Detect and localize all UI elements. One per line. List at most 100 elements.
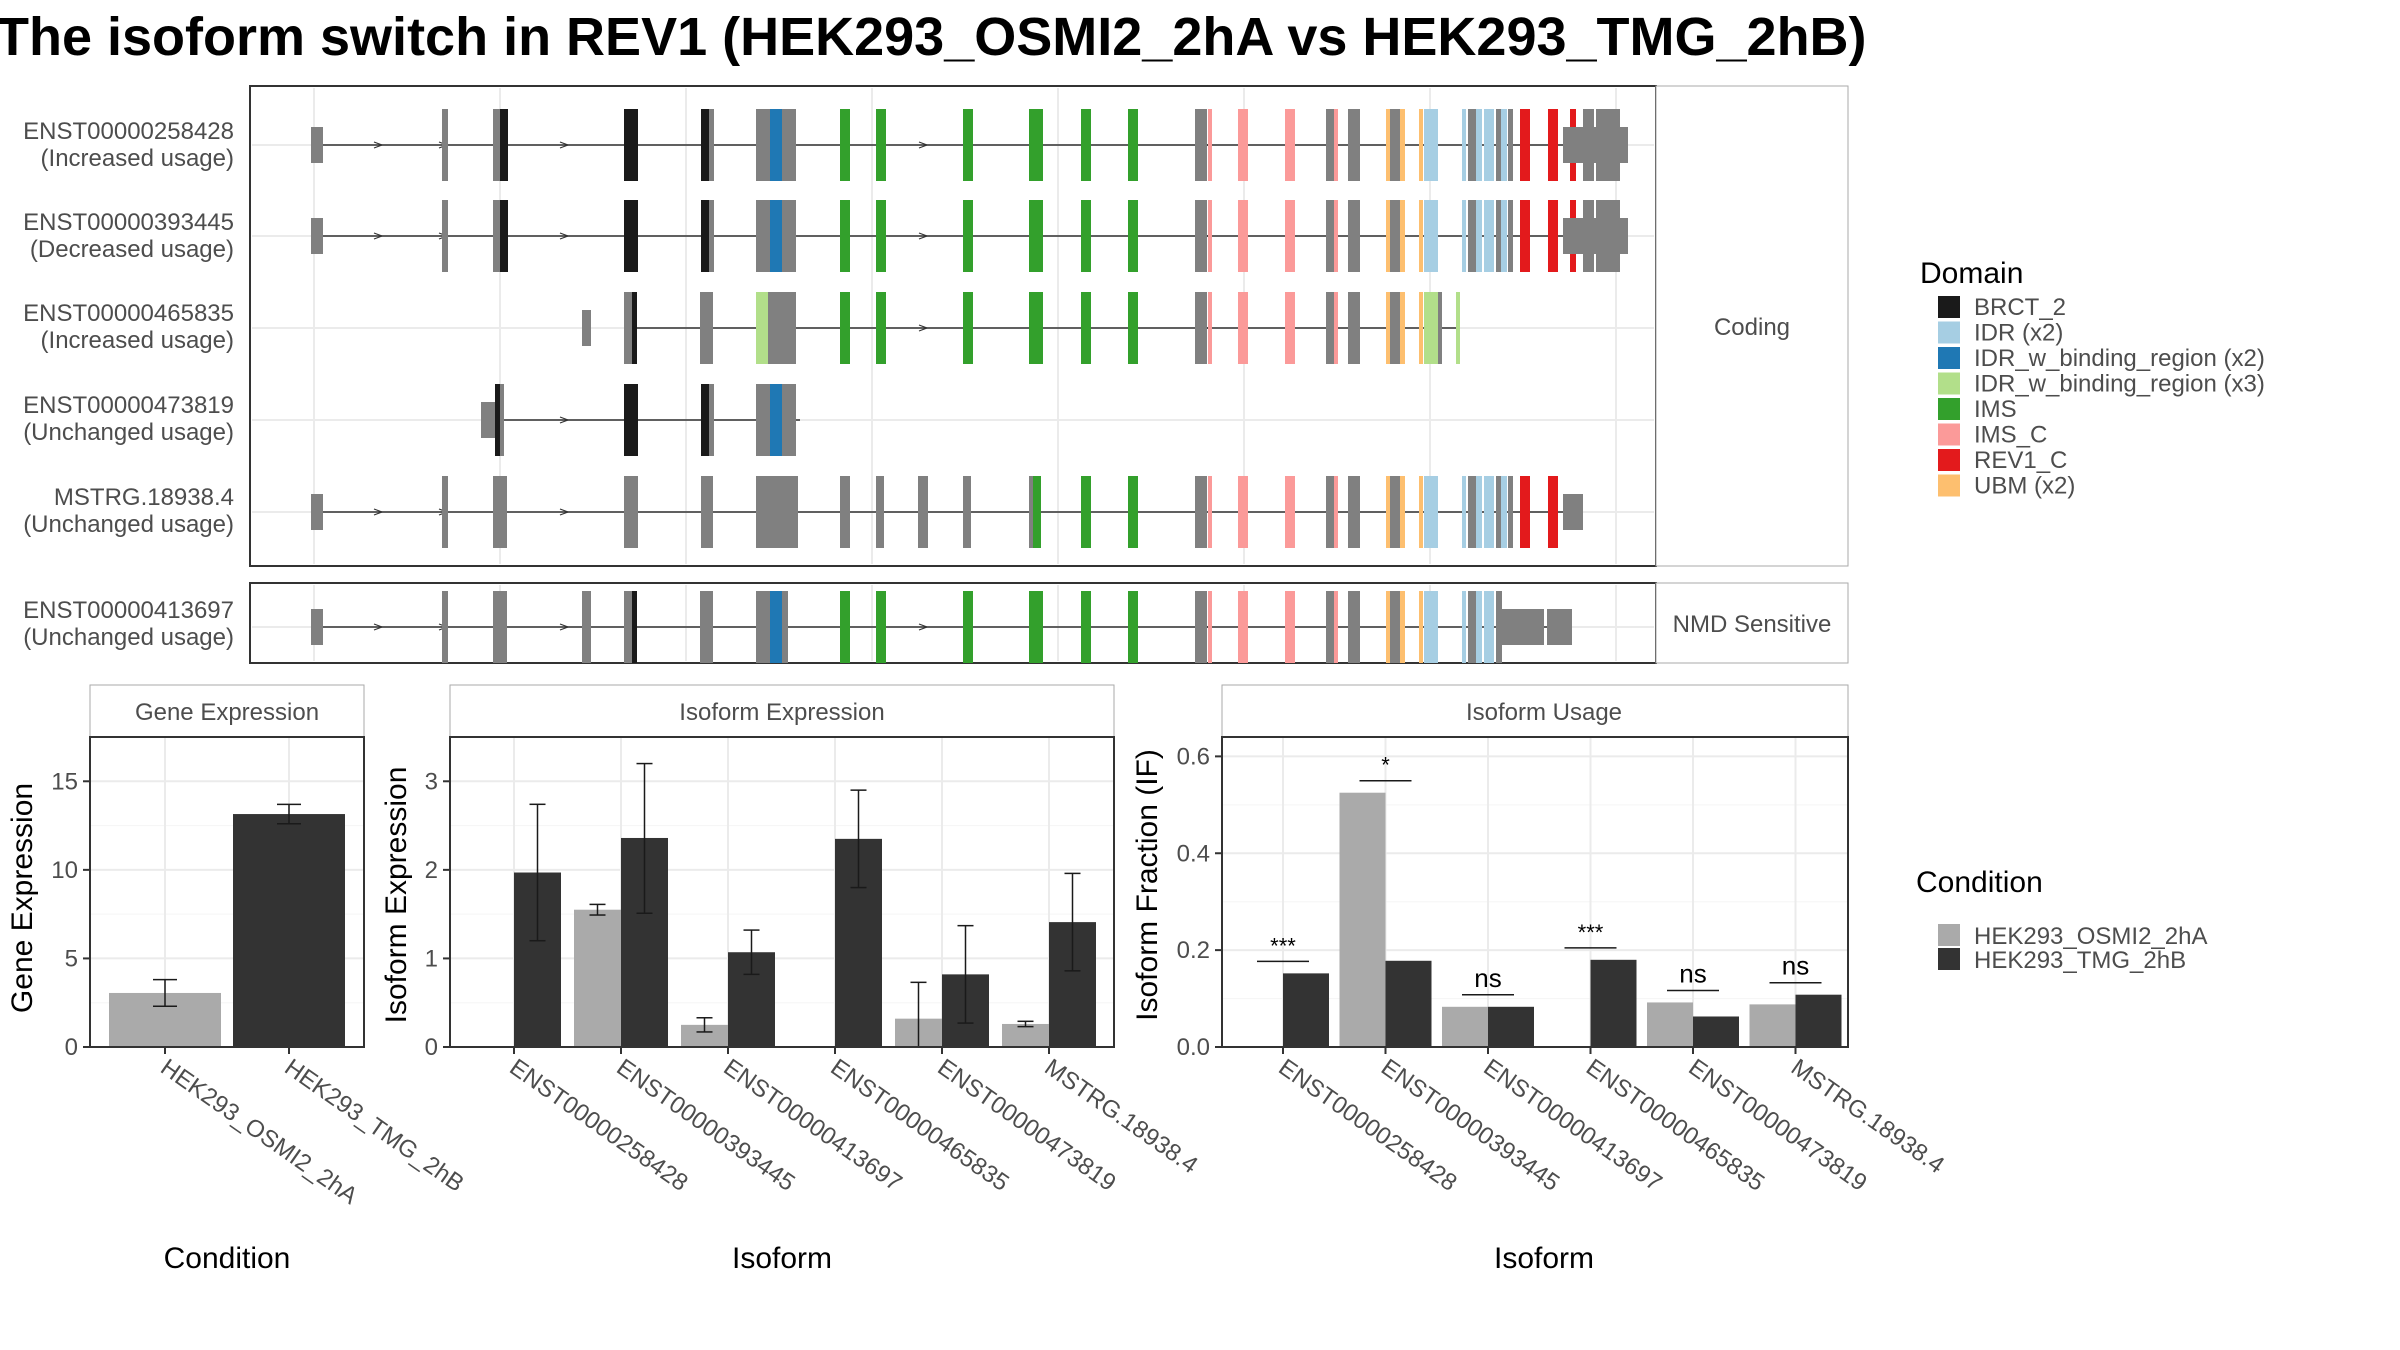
isoform-expression-chart: Isoform Expression Isoform Isoform Expre… (380, 684, 1203, 1275)
exon-block (1468, 109, 1476, 181)
exon-block (1462, 109, 1466, 181)
exon-block (770, 591, 782, 663)
bar (1693, 1016, 1739, 1047)
exon-block (1285, 109, 1295, 181)
exon-block (1081, 591, 1091, 663)
exon-block (756, 200, 770, 272)
exon-block (1424, 476, 1438, 548)
domain-legend-label: IDR (x2) (1974, 320, 2063, 347)
transcript-id: MSTRG.18938.4 (54, 484, 234, 511)
strand-arrow-icon (373, 508, 384, 516)
x-tick-label: ENST00000465835 (1581, 1054, 1769, 1197)
exon-block (582, 591, 591, 663)
exon-block (1390, 591, 1400, 663)
expr-xlabel: Isoform (732, 1242, 832, 1275)
exon-block (1386, 200, 1390, 272)
exon-block (1390, 109, 1400, 181)
exon-block (442, 591, 448, 663)
exon-block (1386, 109, 1390, 181)
exon-block (1468, 200, 1476, 272)
exon-block (1476, 109, 1482, 181)
exon-block (770, 384, 782, 456)
exon-block (1238, 200, 1248, 272)
exon-block (311, 609, 323, 645)
exon-block (1400, 476, 1405, 548)
bar (1795, 994, 1842, 1047)
domain-legend-label: IMS_C (1974, 422, 2047, 449)
exon-block (1195, 591, 1207, 663)
exon-block (1520, 200, 1530, 272)
significance-label: * (1381, 753, 1390, 778)
exon-block (963, 591, 973, 663)
significance-label: ns (1782, 951, 1809, 981)
x-tick-label: ENST00000258428 (1274, 1054, 1462, 1197)
exon-block (1390, 200, 1400, 272)
exon-block (1390, 476, 1400, 548)
exon-block (918, 476, 928, 548)
plot-frame (449, 736, 1115, 1048)
transcript-model (311, 591, 1567, 663)
exon-block (840, 476, 850, 548)
exon-block (1208, 109, 1212, 181)
exon-block (1326, 476, 1334, 548)
exon-block (876, 292, 886, 364)
exon-block (1208, 292, 1212, 364)
exon-block (1029, 591, 1043, 663)
exon-block (963, 109, 973, 181)
exon-block (701, 476, 713, 548)
exon-block (963, 200, 973, 272)
exon-block (1390, 292, 1400, 364)
y-tick-label: 0.4 (1177, 840, 1210, 867)
exon-block (481, 402, 495, 438)
exon-block (1400, 591, 1405, 663)
exon-block (1476, 200, 1482, 272)
exon-block (1081, 292, 1091, 364)
exon-block (1400, 200, 1405, 272)
exon-block (840, 292, 850, 364)
bar (681, 1024, 728, 1047)
condition-legend-label: HEK293_TMG_2hB (1974, 947, 2186, 974)
exon-block (1496, 476, 1501, 548)
y-tick-label: 15 (51, 768, 78, 795)
domain-legend-label: REV1_C (1974, 447, 2067, 474)
bar (1002, 1023, 1049, 1047)
utr-block (1563, 494, 1583, 530)
exon-block (1334, 476, 1338, 548)
domain-legend-label: UBM (x2) (1974, 473, 2075, 500)
strand-arrow-icon (918, 141, 929, 149)
exon-block (500, 200, 508, 272)
strand-arrow-icon (559, 623, 570, 631)
exon-block (500, 109, 508, 181)
x-tick-label: ENST00000473819 (1684, 1054, 1872, 1197)
exon-block (768, 292, 782, 364)
domain-legend-swatch (1938, 449, 1960, 471)
exon-block (709, 200, 714, 272)
exon-block (840, 109, 850, 181)
exon-block (840, 591, 850, 663)
exon-block (624, 200, 638, 272)
exon-block (1081, 200, 1091, 272)
exon-block (493, 200, 501, 272)
exon-block (1029, 200, 1043, 272)
strand-arrow-icon (373, 623, 384, 631)
gene-expression-chart: Gene Expression Condition Gene Expressio… (6, 684, 469, 1275)
bar (574, 909, 621, 1047)
domain-legend-title: Domain (1920, 257, 2023, 290)
exon-block (1128, 200, 1138, 272)
exon-block (1484, 591, 1494, 663)
transcript-id: ENST00000258428 (23, 118, 234, 145)
strand-arrow-icon (918, 232, 929, 240)
exon-block (709, 109, 714, 181)
y-tick-label: 2 (425, 857, 438, 884)
exon-block (1596, 200, 1604, 272)
y-tick-label: 1 (425, 945, 438, 972)
exon-block (311, 127, 323, 163)
exon-block (1128, 292, 1138, 364)
exon-block (756, 476, 798, 548)
exon-block (1548, 109, 1558, 181)
exon-block (1348, 200, 1360, 272)
exon-block (493, 476, 507, 548)
exon-block (1502, 609, 1522, 645)
exon-block (1484, 200, 1494, 272)
exon-block (1508, 200, 1513, 272)
